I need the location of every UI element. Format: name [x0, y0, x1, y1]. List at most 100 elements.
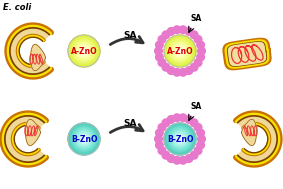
Circle shape	[68, 35, 100, 67]
Text: B-ZnO: B-ZnO	[167, 135, 193, 143]
Circle shape	[168, 127, 192, 151]
Circle shape	[179, 26, 187, 33]
Circle shape	[73, 40, 95, 62]
Circle shape	[79, 134, 89, 144]
Circle shape	[168, 39, 192, 63]
Circle shape	[174, 45, 186, 57]
Circle shape	[82, 49, 85, 53]
Circle shape	[72, 39, 96, 63]
Circle shape	[70, 37, 98, 65]
Circle shape	[72, 127, 97, 151]
Circle shape	[74, 129, 94, 149]
Circle shape	[76, 43, 92, 59]
Circle shape	[168, 127, 192, 151]
Circle shape	[178, 49, 183, 53]
Circle shape	[174, 133, 186, 145]
Circle shape	[82, 49, 86, 53]
Circle shape	[77, 132, 91, 146]
Circle shape	[179, 156, 187, 164]
Circle shape	[80, 47, 88, 55]
Circle shape	[83, 138, 85, 140]
Circle shape	[175, 134, 185, 144]
Circle shape	[173, 26, 181, 33]
Circle shape	[69, 36, 99, 66]
Circle shape	[74, 41, 94, 61]
Circle shape	[77, 44, 91, 58]
Circle shape	[162, 151, 170, 159]
Circle shape	[171, 130, 189, 148]
Circle shape	[164, 123, 196, 155]
Circle shape	[169, 128, 191, 150]
Circle shape	[190, 64, 198, 71]
Circle shape	[178, 137, 183, 141]
Circle shape	[71, 126, 97, 152]
Circle shape	[173, 156, 181, 164]
Circle shape	[75, 42, 93, 60]
Circle shape	[167, 155, 175, 162]
Circle shape	[172, 43, 188, 59]
Circle shape	[175, 135, 185, 143]
Circle shape	[174, 133, 186, 145]
Circle shape	[78, 45, 90, 57]
Circle shape	[172, 43, 188, 59]
Circle shape	[173, 45, 186, 57]
Circle shape	[174, 45, 186, 57]
Polygon shape	[237, 114, 278, 164]
Circle shape	[76, 131, 92, 147]
Circle shape	[72, 127, 96, 151]
Circle shape	[198, 135, 205, 143]
Circle shape	[158, 36, 166, 43]
Circle shape	[83, 50, 85, 52]
Circle shape	[185, 28, 193, 35]
Circle shape	[168, 39, 192, 63]
Text: B-ZnO: B-ZnO	[71, 135, 97, 143]
Circle shape	[162, 119, 170, 127]
Circle shape	[78, 45, 90, 57]
Polygon shape	[25, 119, 40, 146]
Circle shape	[171, 43, 188, 59]
Circle shape	[74, 129, 95, 149]
Circle shape	[185, 116, 193, 123]
Circle shape	[81, 48, 87, 54]
Circle shape	[176, 135, 184, 143]
Circle shape	[155, 47, 162, 55]
Circle shape	[158, 59, 166, 66]
Circle shape	[164, 35, 196, 67]
Circle shape	[170, 129, 190, 149]
Circle shape	[79, 46, 89, 56]
Circle shape	[169, 40, 191, 62]
Circle shape	[170, 129, 190, 149]
Circle shape	[166, 37, 194, 65]
Circle shape	[156, 129, 163, 137]
Circle shape	[80, 135, 88, 143]
Circle shape	[80, 47, 88, 55]
Circle shape	[170, 41, 190, 61]
Circle shape	[179, 50, 181, 52]
Text: E. coli: E. coli	[3, 3, 31, 12]
Text: SA: SA	[123, 119, 137, 129]
Circle shape	[166, 125, 194, 153]
Polygon shape	[8, 26, 50, 76]
Circle shape	[83, 138, 85, 140]
Circle shape	[68, 35, 100, 67]
Circle shape	[167, 38, 193, 64]
Circle shape	[185, 67, 193, 74]
Circle shape	[156, 141, 163, 149]
Circle shape	[194, 36, 202, 43]
Circle shape	[197, 53, 204, 61]
Circle shape	[68, 123, 100, 155]
Circle shape	[179, 114, 187, 122]
Circle shape	[198, 47, 205, 55]
Circle shape	[164, 35, 196, 67]
Circle shape	[171, 131, 188, 147]
Circle shape	[166, 37, 194, 65]
Circle shape	[167, 126, 193, 152]
Polygon shape	[228, 43, 265, 65]
Circle shape	[190, 151, 198, 159]
Circle shape	[71, 38, 97, 64]
Polygon shape	[242, 119, 256, 146]
Circle shape	[175, 46, 185, 56]
Circle shape	[158, 124, 166, 131]
Circle shape	[69, 124, 99, 154]
Circle shape	[197, 129, 204, 137]
